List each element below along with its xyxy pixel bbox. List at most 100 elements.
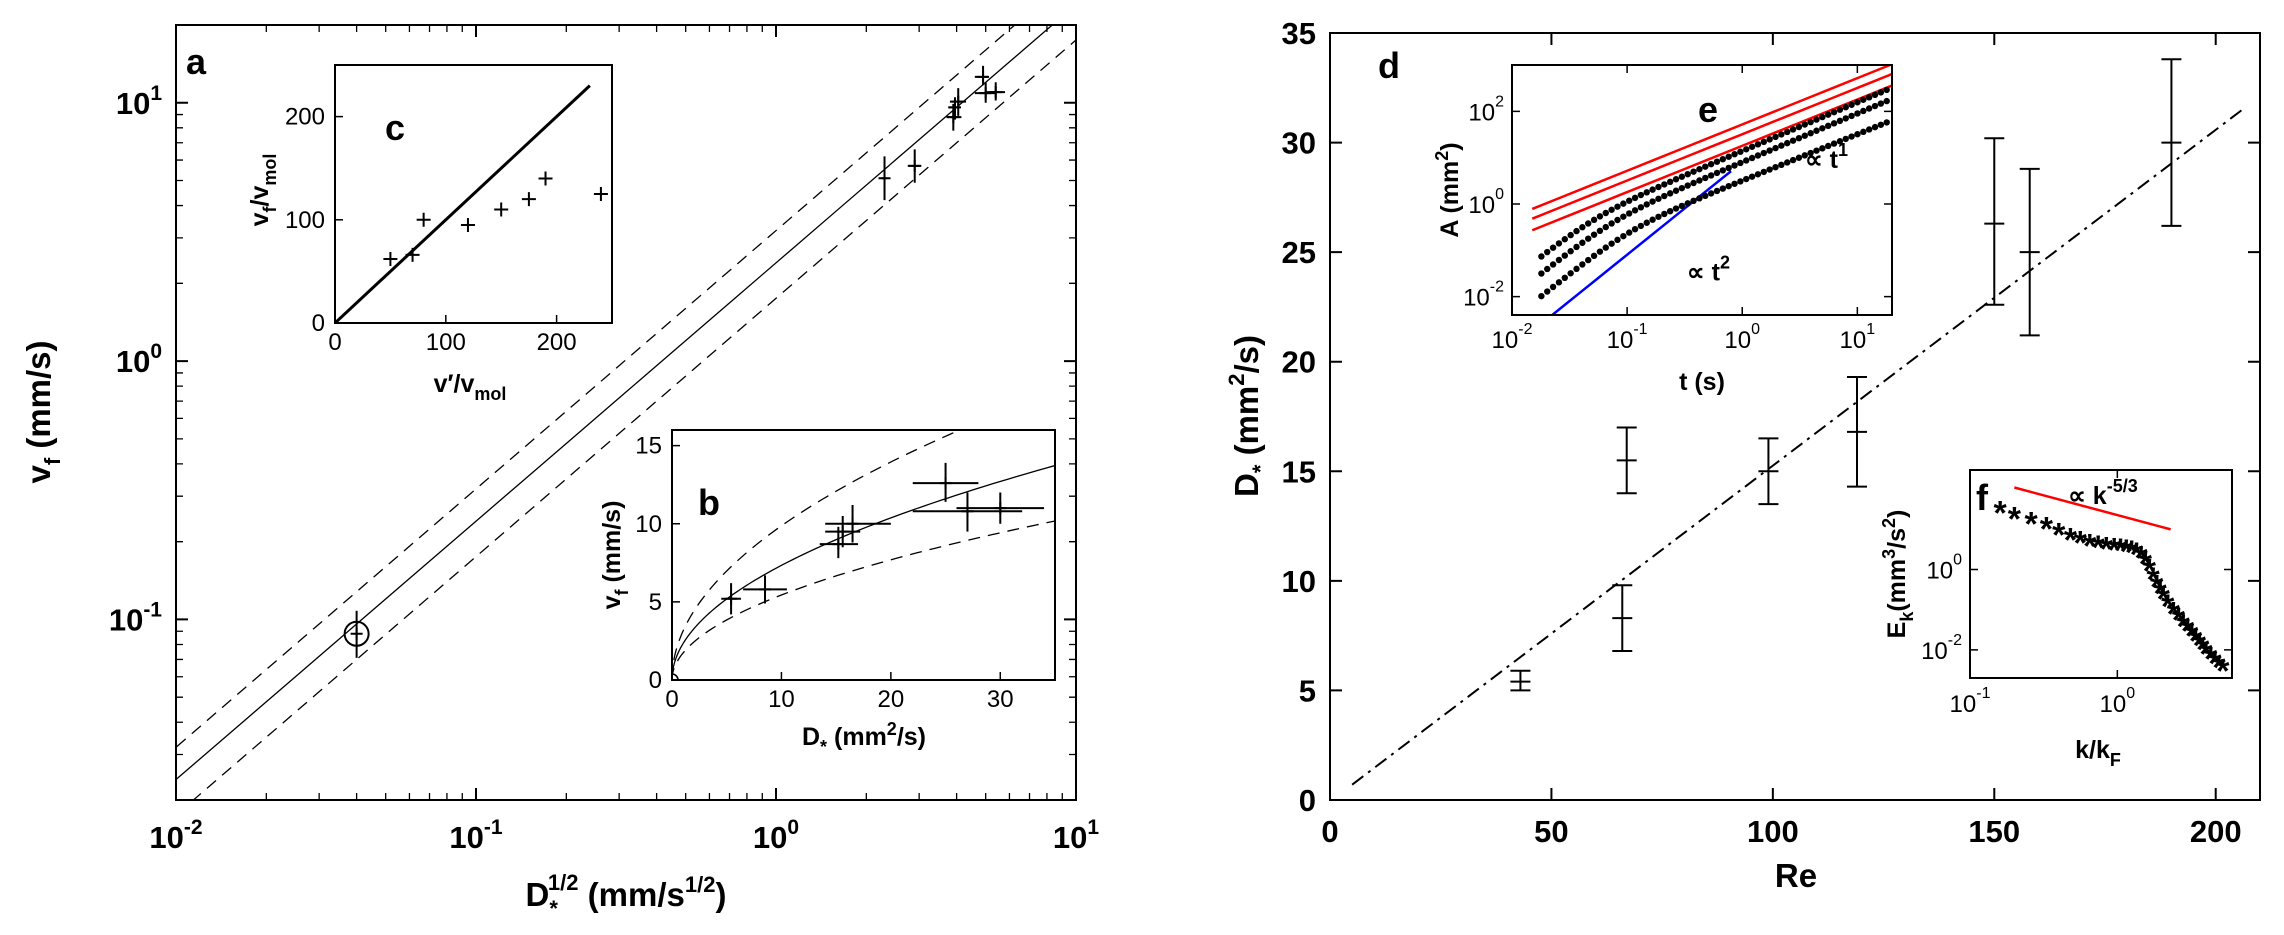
inset-e-series-run-1-point bbox=[1661, 181, 1668, 188]
inset-e-series-run-2-point bbox=[1743, 157, 1750, 164]
inset-b-x-tick-label-1: 0 bbox=[665, 686, 678, 713]
inset-e-series-run-2-point bbox=[1719, 167, 1727, 174]
inset-e-series-run-3-point bbox=[1813, 147, 1820, 154]
inset-f-point-15: * bbox=[2130, 536, 2144, 574]
inset-e-series-run-3-point bbox=[1743, 175, 1750, 183]
inset-e-series-run-1-point bbox=[1807, 118, 1814, 126]
inset-e-series-run-1-point bbox=[1713, 158, 1721, 165]
inset-e-series-run-3-point bbox=[1585, 256, 1592, 264]
inset-c-point-7 bbox=[538, 171, 553, 186]
inset-b-y-tick-label-3: 10 bbox=[635, 511, 662, 538]
inset-e-annotation-1: ∝ t1 bbox=[1805, 140, 1848, 174]
panel-d-y-tick-label-5: 20 bbox=[1282, 345, 1316, 380]
inset-f-point-8: * bbox=[2083, 527, 2097, 565]
inset-e-series-run-2-point bbox=[1871, 102, 1879, 110]
panel-d-y-tick-label-1: 0 bbox=[1299, 783, 1316, 818]
panel-d-x-tick-label-1: 0 bbox=[1321, 814, 1338, 849]
inset-e-series-run-2-point bbox=[1555, 256, 1563, 264]
inset-e-series-run-3-point bbox=[1795, 154, 1803, 161]
inset-e-annotations: ∝ t1 ∝ t2 bbox=[1687, 140, 1848, 287]
inset-e-chart: e 10-2 10-1 100 101 10-2 100 102 t (s) A (mm2)… bbox=[1432, 64, 1893, 396]
inset-f-point-4: * bbox=[2040, 511, 2054, 549]
inset-e-series-run-2-point bbox=[1608, 220, 1615, 227]
inset-e-series-run-3-point bbox=[1836, 138, 1844, 145]
inset-e-series-run-3-point bbox=[1830, 140, 1838, 147]
inset-e-series-run-3-point bbox=[1702, 192, 1709, 200]
inset-e-series-run-2-point bbox=[1567, 248, 1574, 255]
inset-e-series-run-2-point bbox=[1731, 162, 1738, 169]
inset-e-annotation-2: ∝ t2 bbox=[1687, 253, 1730, 287]
inset-b-point-5 bbox=[836, 525, 849, 538]
inset-e-series-run-1-point bbox=[1549, 244, 1557, 251]
inset-e-series-run-3-point bbox=[1579, 261, 1586, 268]
inset-e-series-run-1-point bbox=[1836, 106, 1844, 113]
inset-e-series-run-2-point bbox=[1625, 210, 1633, 217]
inset-e-y-axis-label: A (mm2) bbox=[1432, 142, 1464, 237]
inset-b-y-tick-label-2: 5 bbox=[649, 589, 662, 616]
inset-e-series-run-1-point bbox=[1848, 101, 1855, 108]
inset-e-series-run-3-point bbox=[1754, 171, 1762, 178]
inset-e-series-run-1-point bbox=[1778, 131, 1785, 138]
inset-e-series-run-2-point bbox=[1748, 154, 1756, 162]
inset-e-x-tick-label-1: 10-2 bbox=[1492, 321, 1533, 354]
inset-c-y-axis-label: vf/vmol bbox=[246, 154, 280, 227]
inset-e-series-run-2-point bbox=[1819, 125, 1826, 132]
inset-e-series-run-2-point bbox=[1631, 207, 1639, 214]
inset-e-series-run-1-point bbox=[1579, 224, 1586, 231]
inset-e-series-run-3-point bbox=[1801, 152, 1808, 159]
inset-f-point-9: * bbox=[2091, 529, 2105, 567]
inset-e-series-run-3-point bbox=[1649, 216, 1656, 223]
inset-e-series-run-2-point bbox=[1813, 127, 1820, 134]
inset-b-fit-curve-1 bbox=[672, 464, 1055, 680]
inset-e-series-run-3-point bbox=[1573, 265, 1580, 273]
inset-e-series-run-2-point bbox=[1590, 231, 1598, 238]
inset-f-y-axis-label: Ek(mm3/s2) bbox=[1879, 510, 1917, 639]
panel-a-plot-area bbox=[176, 25, 1076, 800]
panel-a-fit-line-3 bbox=[192, 39, 1076, 800]
inset-f-point-11: * bbox=[2107, 532, 2121, 570]
inset-f-point-5: * bbox=[2052, 516, 2066, 554]
inset-b-point-9 bbox=[994, 502, 1007, 515]
inset-e-series-run-3-point bbox=[1631, 225, 1639, 233]
inset-e-series-run-3-point bbox=[1596, 248, 1604, 255]
inset-f-point-25: * bbox=[2172, 602, 2186, 640]
inset-e-series-run-1-point bbox=[1696, 165, 1703, 173]
inset-e-series-run-3-point bbox=[1719, 185, 1727, 192]
panel-d-y-tick-label-6: 25 bbox=[1282, 235, 1316, 270]
inset-e-series-run-1-point bbox=[1737, 148, 1744, 155]
inset-e-series-run-3-point bbox=[1848, 133, 1855, 140]
inset-f-point-12: * bbox=[2114, 532, 2128, 570]
panel-d-y-tick-label-2: 5 bbox=[1299, 673, 1316, 708]
inset-f-y-tick-label-1: 10-2 bbox=[1921, 632, 1962, 665]
inset-e-series-run-2-point bbox=[1766, 147, 1773, 154]
inset-e-series-run-1-point bbox=[1684, 170, 1691, 178]
inset-e-y-tick-label-3: 102 bbox=[1468, 93, 1504, 126]
panel-a-fit-line-1 bbox=[176, 25, 1054, 781]
inset-e-x-tick-label-3: 100 bbox=[1724, 321, 1760, 354]
inset-f-point-36: * bbox=[2216, 652, 2230, 690]
inset-e-series-run-3-point bbox=[1731, 180, 1738, 187]
inset-e-series-run-3-point bbox=[1807, 149, 1814, 157]
inset-c-chart: c 0 100 200 0 100 200 v′/vmol vf/vmol bbox=[246, 64, 613, 404]
inset-e-series-run-1-point bbox=[1760, 138, 1768, 146]
inset-e-series-run-1-point bbox=[1725, 153, 1732, 160]
inset-e-plot-area bbox=[1531, 65, 1892, 315]
inset-b-point-2 bbox=[725, 592, 738, 605]
inset-c-x-axis-label: v′/vmol bbox=[434, 370, 507, 404]
inset-e-series-run-2-point bbox=[1684, 182, 1691, 189]
inset-f-point-13: * bbox=[2120, 533, 2134, 571]
panel-d-ticks: 0 50 100 150 200 0 5 10 15 20 25 30 35 bbox=[1282, 16, 2260, 849]
inset-e-series-run-3-point bbox=[1696, 195, 1703, 202]
inset-e-label: e bbox=[1698, 89, 1718, 130]
inset-e-series-run-3-point bbox=[1760, 168, 1768, 176]
inset-c-point-2 bbox=[405, 247, 420, 262]
inset-f-point-19: * bbox=[2147, 561, 2161, 599]
inset-e-series-run-3-point bbox=[1549, 283, 1557, 291]
inset-f-point-3: * bbox=[2025, 505, 2039, 543]
inset-e-x-tick-label-2: 10-1 bbox=[1607, 321, 1648, 354]
panel-a-y-tick-label-2: 100 bbox=[116, 340, 162, 379]
inset-e-series-run-1-point bbox=[1643, 189, 1650, 196]
panel-a-x-tick-label-1: 10-2 bbox=[149, 816, 202, 855]
inset-e-series-run-2-point bbox=[1801, 132, 1808, 139]
inset-e-series-run-2-point bbox=[1778, 142, 1785, 149]
